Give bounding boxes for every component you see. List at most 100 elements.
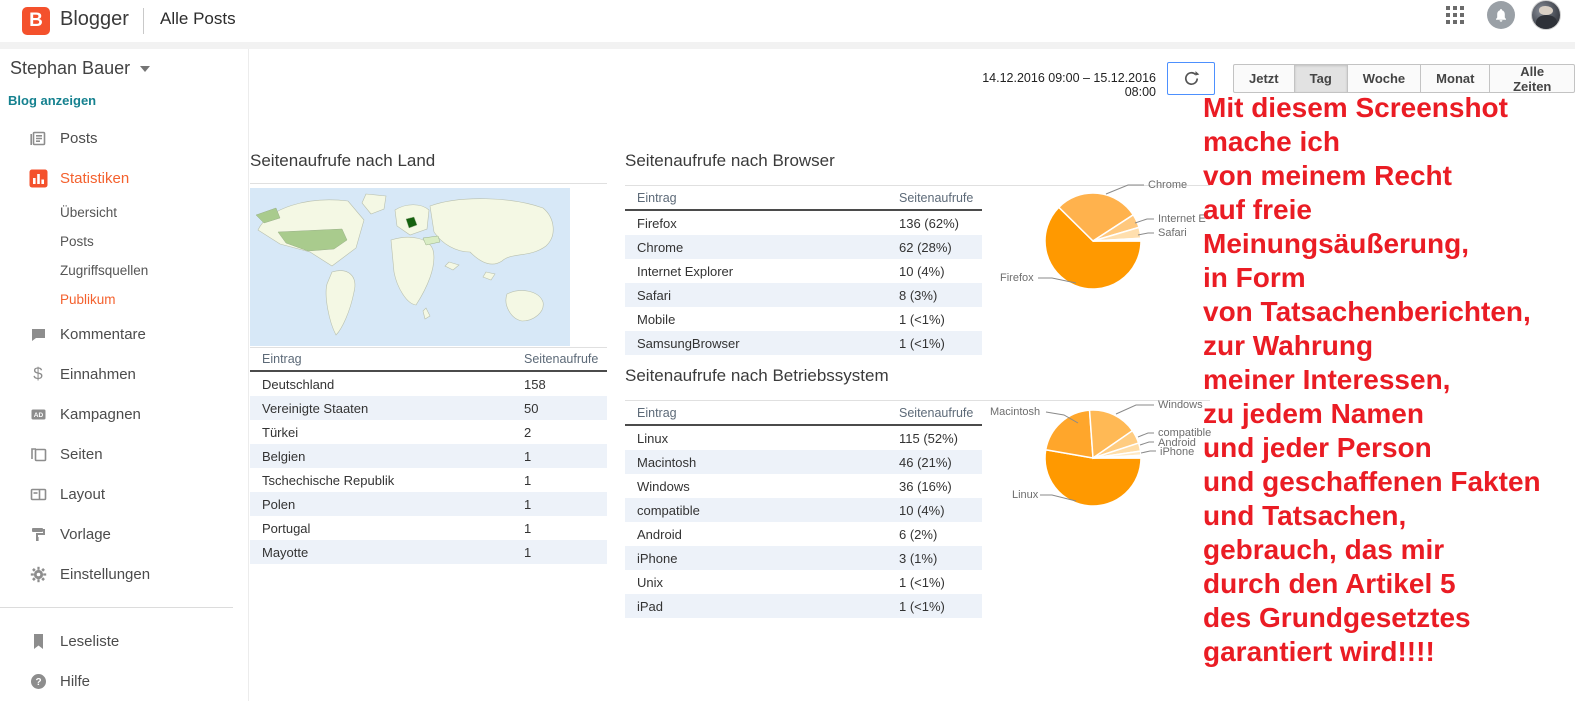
- sidebar-item-leseliste[interactable]: Leseliste: [0, 621, 233, 661]
- pie-label-linux: Linux: [1012, 489, 1039, 501]
- pie-slice-Firefox[interactable]: [1044, 206, 1142, 290]
- cell-label: Chrome: [637, 239, 684, 255]
- table-row: SamsungBrowser 1 (<1%): [625, 331, 982, 355]
- sidebar-item-einnahmen[interactable]: $ Einnahmen: [0, 354, 233, 394]
- cell-value: 1: [524, 496, 532, 512]
- world-map[interactable]: [250, 188, 570, 346]
- sidebar-item-seiten[interactable]: Seiten: [0, 434, 233, 474]
- range-button-woche[interactable]: Woche: [1346, 64, 1422, 93]
- country-table: Eintrag Seitenaufrufe Deutschland 158 Verein…: [250, 347, 607, 564]
- pie-slice-SamsungBrowser[interactable]: [1092, 238, 1142, 242]
- pie-label-firefox: Firefox: [1000, 272, 1034, 284]
- table-row: Unix 1 (<1%): [625, 570, 982, 594]
- cell-value: 1: [524, 448, 532, 464]
- sidebar-item-statistiken[interactable]: Statistiken: [0, 158, 233, 198]
- cell-label: Vereinigte Staaten: [262, 400, 369, 416]
- cell-label: Polen: [262, 496, 296, 512]
- browser-table: Eintrag Seitenaufrufe Firefox 136 (62%) Chro…: [625, 186, 982, 355]
- cell-value: 1: [524, 472, 532, 488]
- sidebar-subitem-label: Posts: [60, 234, 94, 249]
- column-header: Eintrag: [262, 352, 302, 366]
- date-range-label: 14.12.2016 09:00 – 15.12.2016 08:00: [982, 71, 1156, 99]
- page-title: Alle Posts: [160, 9, 236, 28]
- range-button-monat[interactable]: Monat: [1420, 64, 1491, 93]
- blog-name-label: Stephan Bauer: [10, 58, 131, 78]
- cell-value: 158: [524, 376, 546, 392]
- pages-icon: [28, 444, 48, 464]
- sidebar-subitem-publikum[interactable]: Publikum: [0, 285, 233, 314]
- sidebar-item-label: Posts: [60, 129, 98, 147]
- sidebar-item-kampagnen[interactable]: AD Kampagnen: [0, 394, 233, 434]
- column-header: Eintrag: [637, 405, 677, 420]
- cell-value: 115 (52%): [899, 430, 959, 446]
- pie-label-safari: Safari: [1158, 227, 1187, 239]
- cell-value: 1: [524, 520, 532, 536]
- table-row: Android 6 (2%): [625, 522, 982, 546]
- statistics-submenu: Übersicht Posts Zugriffsquellen Publikum: [0, 198, 233, 314]
- sidebar-item-vorlage[interactable]: Vorlage: [0, 514, 233, 554]
- paint-roller-icon: [28, 524, 48, 544]
- sidebar-subitem-posts[interactable]: Posts: [0, 227, 233, 256]
- sidebar-item-label: Layout: [60, 485, 106, 503]
- pie-slice-Macintosh[interactable]: [1044, 409, 1094, 459]
- cell-label: Android: [637, 526, 682, 542]
- cell-value: 6 (2%): [899, 526, 938, 542]
- os-pie-chart: Macintosh Windows compatible Android iPh…: [988, 395, 1220, 525]
- blogger-logo-icon[interactable]: B: [22, 7, 50, 35]
- table-row: Belgien 1: [250, 444, 607, 468]
- gear-icon: [28, 564, 48, 584]
- statistics-icon: [28, 168, 48, 188]
- apps-grid-icon[interactable]: [1446, 6, 1464, 24]
- pie-slice-Chrome[interactable]: [1057, 192, 1135, 242]
- sidebar-nav: Posts Statistiken Übersicht Posts Zugrif…: [0, 118, 233, 701]
- chevron-down-icon: [140, 66, 151, 73]
- sidebar-item-einstellungen[interactable]: Einstellungen: [0, 554, 233, 594]
- cell-label: Macintosh: [637, 454, 697, 470]
- range-button-tag[interactable]: Tag: [1293, 64, 1348, 93]
- sidebar-subitem-uebersicht[interactable]: Übersicht: [0, 198, 233, 227]
- range-button-jetzt[interactable]: Jetzt: [1233, 64, 1295, 93]
- notifications-bell-icon[interactable]: [1487, 1, 1515, 29]
- cell-label: Tschechische Republik: [262, 472, 395, 488]
- comment-icon: [28, 324, 48, 344]
- time-range-button-group: Jetzt Tag Woche Monat Alle Zeiten: [1233, 64, 1575, 94]
- cell-label: Türkei: [262, 424, 299, 440]
- cell-label: Safari: [637, 287, 671, 303]
- header-divider: [143, 8, 144, 34]
- cell-value: 3 (1%): [899, 550, 938, 566]
- sidebar-item-layout[interactable]: Layout: [0, 474, 233, 514]
- cell-value: 1 (<1%): [899, 335, 945, 351]
- pie-leader-lines: [1038, 184, 1154, 284]
- table-row: Mobile 1 (<1%): [625, 307, 982, 331]
- pie-label-iphone: iPhone: [1160, 446, 1195, 458]
- range-button-alle-zeiten[interactable]: Alle Zeiten: [1489, 64, 1575, 94]
- blog-selector[interactable]: Stephan Bauer: [10, 58, 151, 79]
- layout-icon: [28, 484, 48, 504]
- sidebar-item-posts[interactable]: Posts: [0, 118, 233, 158]
- table-row: Chrome 62 (28%): [625, 235, 982, 259]
- sidebar-item-hilfe[interactable]: ? Hilfe: [0, 661, 233, 701]
- content-divider: [248, 49, 249, 701]
- sidebar-item-kommentare[interactable]: Kommentare: [0, 314, 233, 354]
- view-blog-link[interactable]: Blog anzeigen: [8, 93, 97, 108]
- cell-label: iPad: [637, 598, 664, 614]
- table-header-row: Eintrag Seitenaufrufe: [250, 347, 607, 372]
- pie-slice-iPad[interactable]: [1092, 455, 1142, 459]
- pie-slice-Linux[interactable]: [1044, 448, 1142, 507]
- cell-value: 46 (21%): [899, 454, 952, 470]
- table-header-row: Eintrag Seitenaufrufe: [625, 401, 982, 426]
- app-name: Blogger: [60, 8, 129, 30]
- user-avatar[interactable]: [1531, 0, 1561, 30]
- cell-label: Deutschland: [262, 376, 335, 392]
- svg-text:?: ?: [35, 677, 41, 688]
- refresh-button[interactable]: [1167, 62, 1215, 95]
- bookmark-icon: [28, 631, 48, 651]
- section-title-country: Seitenaufrufe nach Land: [250, 151, 436, 170]
- cell-label: Portugal: [262, 520, 311, 536]
- pie-slice-Windows[interactable]: [1088, 409, 1134, 460]
- sidebar-subitem-zugriffsquellen[interactable]: Zugriffsquellen: [0, 256, 233, 285]
- cell-label: compatible: [637, 502, 700, 518]
- section-underline: [625, 185, 1210, 186]
- table-row: Portugal 1: [250, 516, 607, 540]
- table-row: Türkei 2: [250, 420, 607, 444]
